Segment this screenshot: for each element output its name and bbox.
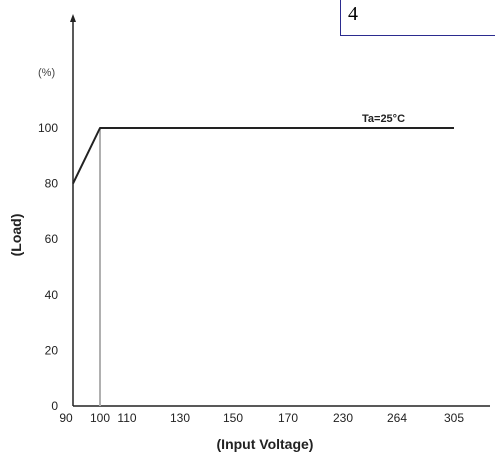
y-tick-label: 60 — [45, 232, 59, 246]
y-tick-label: 20 — [45, 343, 59, 357]
x-tick-label: 100 — [90, 411, 110, 425]
y-unit-label: (%) — [38, 67, 55, 79]
annotations: Ta=25°C — [362, 113, 405, 125]
x-tick-label: 150 — [223, 411, 243, 425]
x-tick-label: 170 — [278, 411, 298, 425]
annotation-label: Ta=25°C — [362, 113, 405, 125]
y-axis-title: (Load) — [8, 214, 24, 257]
y-tick-label: 40 — [45, 288, 59, 302]
y-axis-arrow-icon — [70, 14, 76, 22]
x-tick-label: 264 — [387, 411, 407, 425]
x-tick-label: 90 — [59, 411, 73, 425]
series-line — [72, 127, 454, 185]
series-lines — [72, 127, 454, 185]
x-axis-title: (Input Voltage) — [217, 436, 314, 452]
page-number-box — [340, 0, 495, 36]
y-tick-labels: 0 20 40 60 80 100 — [38, 121, 58, 413]
x-tick-label: 110 — [117, 411, 136, 425]
page-number: 4 — [348, 3, 358, 25]
x-tick-label: 130 — [170, 411, 190, 425]
x-tick-label: 305 — [444, 411, 464, 425]
x-tick-labels: 90 100 110 130 150 170 230 264 305 — [59, 411, 464, 425]
y-tick-label: 0 — [51, 399, 58, 413]
y-axis — [70, 14, 76, 406]
y-tick-label: 100 — [38, 121, 58, 135]
y-tick-label: 80 — [45, 177, 59, 191]
x-tick-label: 230 — [333, 411, 353, 425]
